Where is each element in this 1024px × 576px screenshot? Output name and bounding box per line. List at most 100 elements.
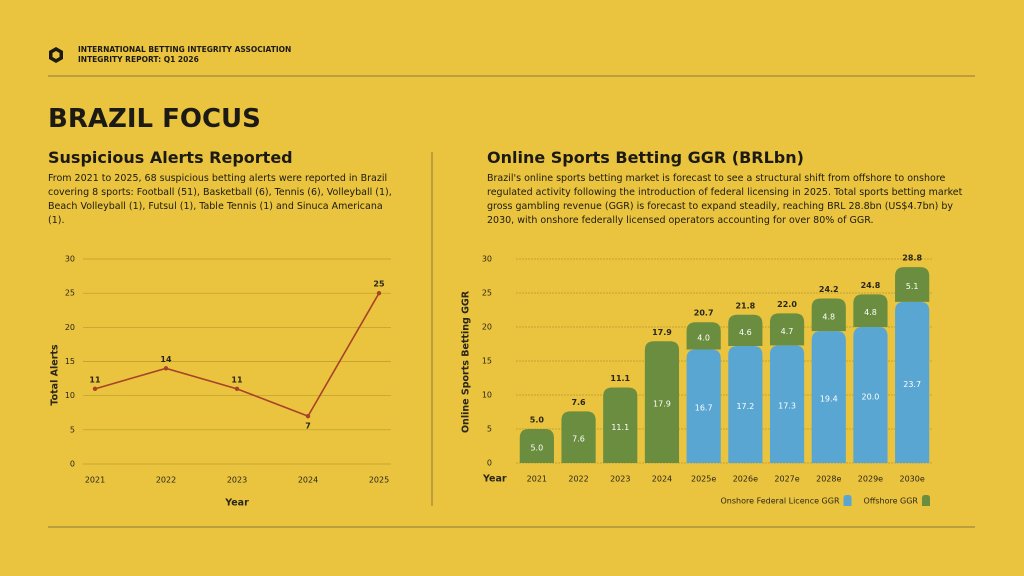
bar-segment (769, 345, 805, 463)
logo (49, 47, 63, 63)
x-tick-label: 2024 (652, 475, 672, 484)
x-tick-label: 2029e (858, 475, 883, 484)
data-label: 11 (89, 375, 101, 384)
organization: INTERNATIONAL BETTING INTEGRITY ASSOCIAT… (78, 45, 292, 54)
y-tick-label: 25 (482, 289, 492, 298)
data-label: 4.8 (864, 308, 877, 317)
data-label: 25 (373, 280, 385, 289)
x-tick-label: 2026e (733, 475, 758, 484)
y-tick-label: 15 (482, 357, 492, 366)
data-label: 17.9 (653, 400, 671, 409)
bar-segment (853, 327, 888, 463)
total-label: 7.6 (571, 398, 586, 407)
data-label: 19.4 (820, 395, 838, 404)
x-tick-label: 2023 (227, 476, 247, 485)
x-axis-title: Year (224, 498, 249, 509)
total-label: 24.8 (861, 281, 881, 290)
page-title: BRAZIL FOCUS (48, 104, 261, 134)
bar-segment (895, 301, 930, 463)
data-label: 5.1 (906, 282, 919, 291)
y-tick-label: 30 (482, 255, 492, 264)
data-label: 14 (160, 355, 172, 364)
chart-title: Online Sports Betting GGR (BRLbn) (487, 148, 804, 167)
bar-segment (561, 411, 596, 463)
y-tick-label: 30 (65, 255, 75, 264)
data-label: 7.6 (572, 435, 585, 444)
bar-segment (853, 294, 888, 327)
bar-segment (644, 341, 680, 463)
bar-segment (603, 387, 638, 463)
y-tick-label: 10 (482, 391, 492, 400)
x-tick-label: 2030e (900, 475, 925, 484)
y-axis-title: Online Sports Betting GGR (461, 290, 472, 433)
data-label: 23.7 (903, 380, 921, 389)
x-tick-label: 2021 (527, 475, 547, 484)
y-tick-label: 5 (487, 425, 492, 434)
data-label: 4.8 (822, 312, 835, 321)
chart-subtitle: Brazil's online sports betting market is… (487, 173, 963, 226)
total-label: 22.0 (777, 300, 797, 309)
bar-segment (728, 346, 763, 463)
chart-subtitle: From 2021 to 2025, 68 suspicious betting… (48, 173, 392, 226)
x-tick-label: 2025 (369, 476, 389, 485)
bar-segment (686, 322, 721, 350)
x-tick-label: 2027e (774, 475, 799, 484)
y-tick-label: 0 (487, 459, 492, 468)
data-label: 4.7 (781, 327, 794, 336)
data-label: 20.0 (862, 393, 880, 402)
data-label: 11.1 (611, 423, 629, 432)
total-label: 20.7 (694, 309, 714, 318)
bar-segment (895, 267, 930, 302)
x-tick-label: 2022 (568, 475, 588, 484)
total-label: 24.2 (819, 285, 839, 294)
y-tick-label: 0 (70, 460, 75, 469)
chart-title: Suspicious Alerts Reported (48, 148, 293, 167)
x-tick-label: 2028e (816, 475, 841, 484)
legend-swatch (843, 495, 852, 506)
total-label: 5.0 (530, 416, 545, 425)
point (376, 290, 382, 296)
data-label: 4.0 (697, 333, 710, 342)
y-tick-label: 10 (65, 391, 75, 400)
bar-segment (811, 298, 846, 332)
legend-swatch (922, 495, 930, 506)
x-tick-label: 2024 (298, 476, 318, 485)
y-tick-label: 20 (482, 323, 492, 332)
point (305, 413, 311, 419)
data-label: 11 (231, 375, 243, 384)
report-label: INTEGRITY REPORT: Q1 2026 (78, 55, 199, 64)
y-tick-label: 20 (65, 323, 75, 332)
total-label: 11.1 (610, 374, 630, 383)
y-axis-title: Total Alerts (50, 344, 61, 406)
total-label: 21.8 (735, 301, 755, 310)
x-tick-label: 2025e (691, 475, 716, 484)
total-label: 28.8 (902, 254, 922, 263)
point (92, 386, 98, 392)
total-label: 17.9 (652, 328, 672, 337)
data-label: 17.2 (736, 402, 754, 411)
bar-segment (728, 314, 763, 347)
bar-segment (686, 349, 721, 463)
line (94, 292, 380, 418)
legend-label: Onshore Federal Licence GGR (721, 497, 840, 506)
point (234, 386, 240, 392)
x-tick-label: 2021 (85, 476, 105, 485)
y-tick-label: 5 (70, 425, 75, 434)
bar-segment (519, 429, 554, 463)
x-axis-title: Year (482, 474, 507, 485)
data-label: 17.3 (778, 402, 796, 411)
data-label: 16.7 (695, 404, 713, 413)
data-label: 4.6 (739, 328, 752, 337)
legend-label: Offshore GGR (864, 497, 919, 506)
bar-segment (811, 331, 846, 463)
data-label: 5.0 (530, 444, 543, 453)
y-tick-label: 25 (65, 289, 75, 298)
point (163, 366, 169, 371)
x-tick-label: 2022 (156, 476, 176, 485)
bar-segment (769, 313, 805, 346)
y-tick-label: 15 (65, 357, 75, 366)
data-label: 7 (305, 422, 311, 431)
x-tick-label: 2023 (610, 475, 630, 484)
